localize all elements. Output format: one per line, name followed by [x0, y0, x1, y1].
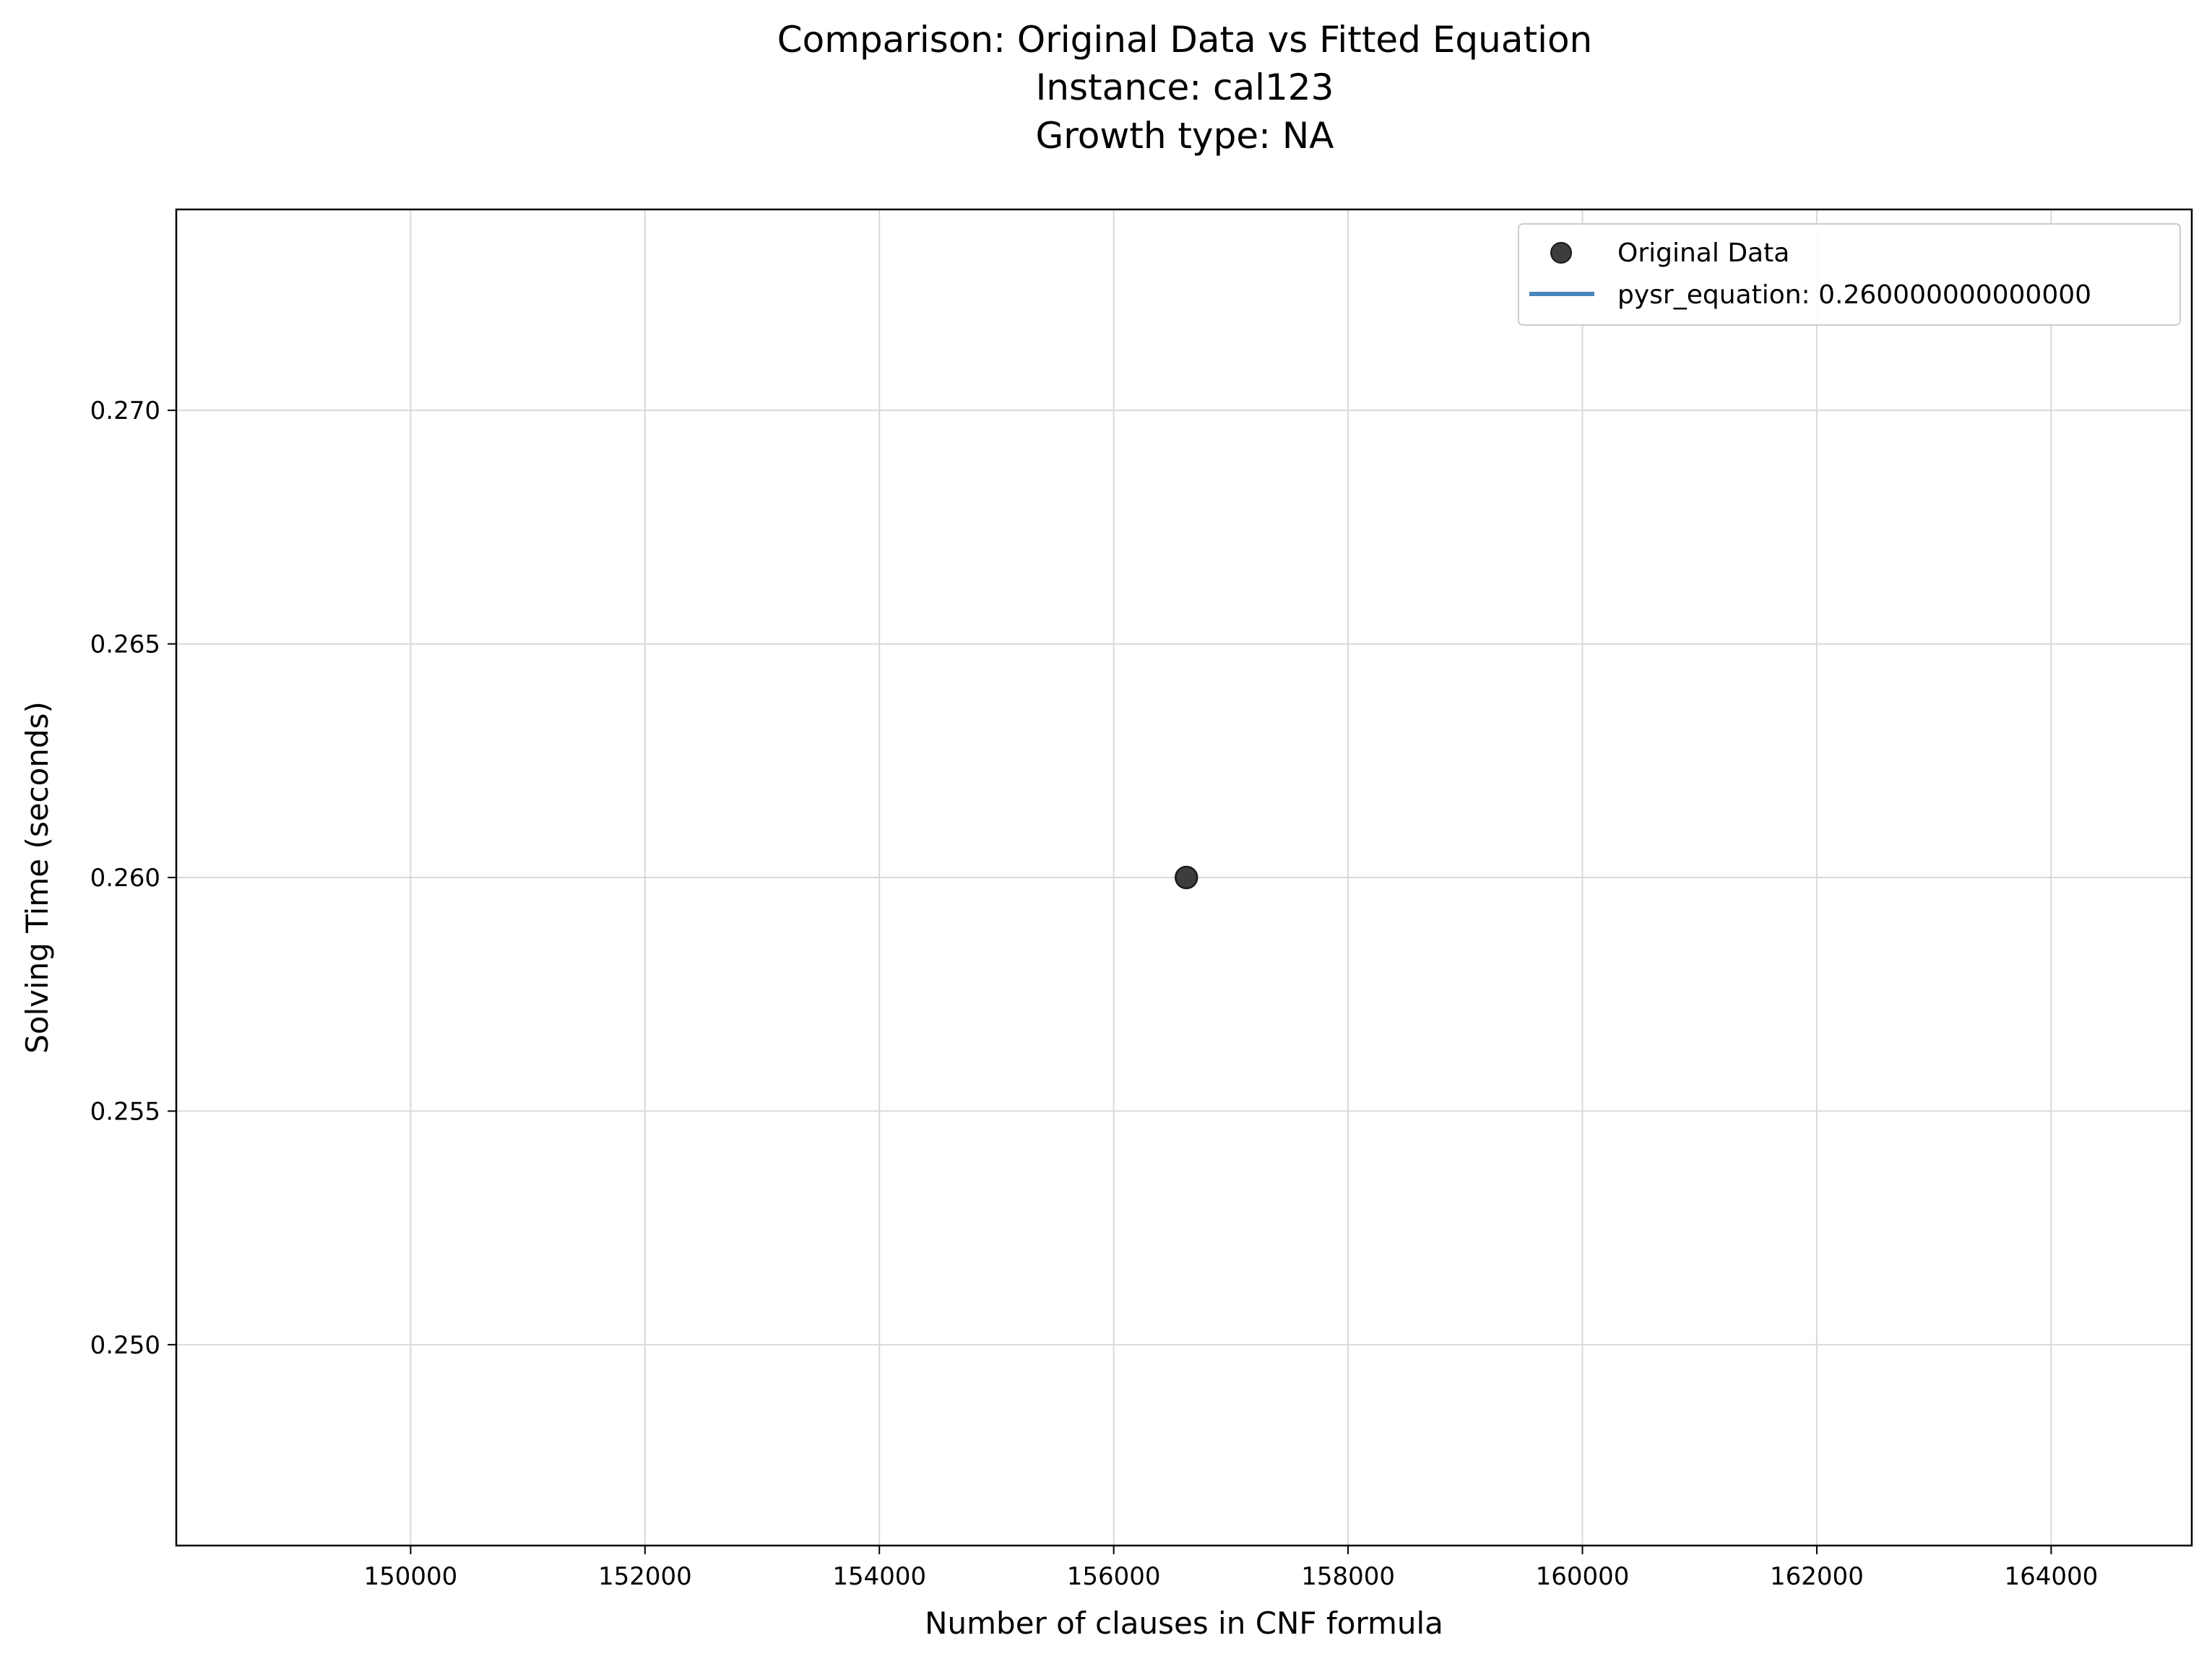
x-tick-label: 152000	[598, 1562, 692, 1591]
y-tick-label: 0.260	[90, 864, 160, 893]
y-tick-label: 0.270	[90, 396, 160, 425]
x-tick-label: 162000	[1770, 1562, 1864, 1591]
scatter-point-original-data	[1174, 865, 1198, 890]
x-tick-label: 160000	[1536, 1562, 1630, 1591]
y-tick-label: 0.265	[90, 630, 160, 659]
y-axis-ticks: 0.250 0.255 0.260 0.265 0.270	[90, 396, 176, 1360]
x-tick-label: 158000	[1301, 1562, 1395, 1591]
chart-title-line-1: Comparison: Original Data vs Fitted Equa…	[777, 19, 1593, 61]
x-axis-ticks: 150000 152000 154000 156000 158000 160000 1620…	[364, 1546, 2098, 1591]
legend-label-original-data: Original Data	[1617, 238, 1789, 268]
y-axis-label: Solving Time (seconds)	[20, 701, 55, 1054]
legend-marker-original-data	[1550, 242, 1572, 264]
x-tick-label: 164000	[2004, 1562, 2098, 1591]
x-tick-label: 156000	[1067, 1562, 1161, 1591]
y-tick-label: 0.255	[90, 1097, 160, 1126]
chart-title: Comparison: Original Data vs Fitted Equa…	[777, 19, 1593, 157]
legend-label-pysr-equation: pysr_equation: 0.260000000000000	[1617, 280, 2091, 310]
x-tick-label: 150000	[364, 1562, 458, 1591]
x-tick-label: 154000	[832, 1562, 926, 1591]
legend-box	[1518, 223, 2181, 326]
x-axis-label: Number of clauses in CNF formula	[925, 1606, 1443, 1641]
legend: Original Data pysr_equation: 0.260000000…	[1518, 223, 2181, 326]
chart-title-line-2: Instance: cal123	[1036, 66, 1334, 108]
data-series	[1174, 865, 1198, 890]
y-tick-label: 0.250	[90, 1331, 160, 1360]
grid-lines	[176, 209, 2192, 1546]
chart-title-line-3: Growth type: NA	[1036, 115, 1334, 157]
